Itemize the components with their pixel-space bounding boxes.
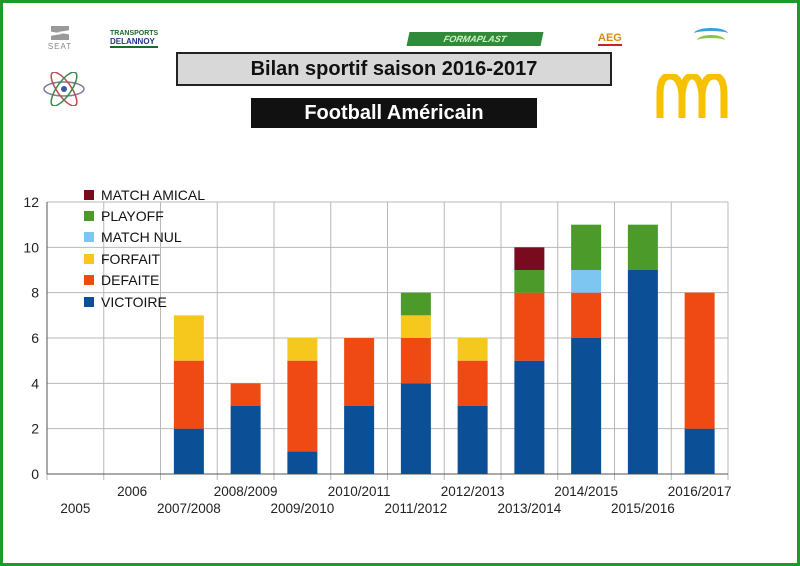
bar-segment-playoff (627, 224, 658, 270)
bar-segment-victoire (230, 406, 261, 474)
bar-segment-match-amical (514, 247, 545, 270)
bar-segment-victoire (344, 406, 375, 474)
bar-segment-forfait (287, 338, 318, 361)
bar-segment-defaite (571, 292, 602, 338)
bar-segment-victoire (400, 383, 431, 474)
bar-segment-defaite (400, 338, 431, 384)
legend-swatch (84, 189, 94, 200)
legend-label: FORFAIT (101, 250, 161, 267)
atom-orbit-1 (43, 81, 85, 97)
transport-logo-name: DELANNOY (110, 38, 159, 48)
page-title: Bilan sportif saison 2016-2017 (176, 52, 612, 86)
bar-segment-victoire (287, 451, 318, 474)
y-tick-label: 0 (31, 466, 39, 482)
formaplast-logo: FORMAPLAST (406, 32, 544, 46)
page-subtitle: Football Américain (251, 98, 537, 128)
legend-swatch (84, 253, 94, 264)
legend-label: VICTOIRE (101, 293, 167, 310)
bar-segment-victoire (514, 360, 545, 474)
y-tick-label: 8 (31, 285, 39, 301)
bar-segment-victoire (173, 428, 204, 474)
legend-item: DEFAITE (84, 270, 205, 291)
atom-core (61, 86, 67, 92)
x-tick-label: 2011/2012 (384, 501, 447, 516)
bar-segment-forfait (173, 315, 204, 361)
wave-logo (694, 28, 728, 50)
seat-icon (51, 26, 69, 40)
seat-logo-text: SEAT (47, 42, 73, 51)
atom-orbit-2 (50, 72, 78, 106)
wave-icon-2 (697, 35, 725, 46)
x-tick-label: 2009/2010 (270, 501, 334, 516)
legend-label: PLAYOFF (101, 208, 164, 225)
bar-segment-playoff (514, 270, 545, 293)
bar-segment-victoire (571, 338, 602, 474)
bar-segment-victoire (457, 406, 488, 474)
x-tick-label: 2014/2015 (554, 484, 618, 499)
wave-icon (694, 28, 728, 39)
legend-swatch (84, 232, 94, 243)
aeg-logo-text: AEG (598, 32, 622, 44)
legend-item: MATCH NUL (84, 227, 205, 248)
bar-segment-defaite (287, 360, 318, 452)
x-tick-label: 2006 (117, 484, 147, 499)
y-tick-label: 2 (31, 421, 39, 437)
legend-swatch (84, 275, 94, 286)
bar-segment-match-nul (571, 270, 602, 293)
transport-logo-top: TRANSPORTS (110, 30, 159, 37)
y-tick-label: 12 (23, 194, 39, 210)
bar-segment-victoire (627, 270, 658, 474)
transport-logo: TRANSPORTS DELANNOY (110, 30, 159, 48)
stacked-bar-chart: 0 2 4 6 8 10 12 2005 2006 2007/2008 2008/2009 2009/… (23, 194, 732, 516)
y-tick-label: 10 (23, 239, 39, 255)
mcdonalds-logo (656, 74, 728, 118)
aeg-logo: AEG (598, 32, 622, 46)
y-tick-label: 4 (31, 375, 39, 391)
bar-segment-forfait (457, 338, 488, 361)
x-tick-label: 2012/2013 (441, 484, 505, 499)
chart-legend: MATCH AMICAL PLAYOFF MATCH NUL FORFAIT DEFAI… (84, 184, 205, 312)
bar-segment-defaite (457, 360, 488, 406)
x-tick-label: 2008/2009 (214, 484, 278, 499)
x-tick-label: 2015/2016 (611, 501, 675, 516)
bar-segment-playoff (571, 224, 602, 270)
x-tick-label: 2005 (60, 501, 90, 516)
bar-segment-playoff (400, 292, 431, 316)
bar-segment-defaite (514, 292, 545, 361)
x-tick-label: 2016/2017 (668, 484, 732, 499)
seat-logo: SEAT (38, 26, 82, 51)
y-tick-label: 6 (31, 330, 39, 346)
bar-segment-forfait (400, 315, 431, 338)
legend-item: VICTOIRE (84, 291, 205, 312)
legend-item: PLAYOFF (84, 205, 205, 226)
atom-orbit-3 (50, 72, 78, 106)
bar-segment-defaite (684, 292, 715, 429)
legend-item: FORFAIT (84, 248, 205, 269)
legend-label: DEFAITE (101, 272, 160, 289)
x-tick-label: 2010/2011 (328, 484, 391, 499)
legend-label: MATCH AMICAL (101, 186, 205, 203)
x-tick-label: 2013/2014 (497, 501, 561, 516)
atom-logo (43, 72, 85, 106)
bar-segment-defaite (230, 383, 261, 406)
legend-label: MATCH NUL (101, 229, 182, 246)
legend-swatch (84, 211, 94, 222)
legend-swatch (84, 296, 94, 307)
x-tick-label: 2007/2008 (157, 501, 221, 516)
bar-segment-defaite (344, 338, 375, 406)
mcdonalds-arches-icon (656, 74, 728, 118)
legend-item: MATCH AMICAL (84, 184, 205, 205)
bar-segment-victoire (684, 428, 715, 474)
bar-segment-defaite (173, 360, 204, 429)
formaplast-logo-text: FORMAPLAST (442, 34, 508, 44)
